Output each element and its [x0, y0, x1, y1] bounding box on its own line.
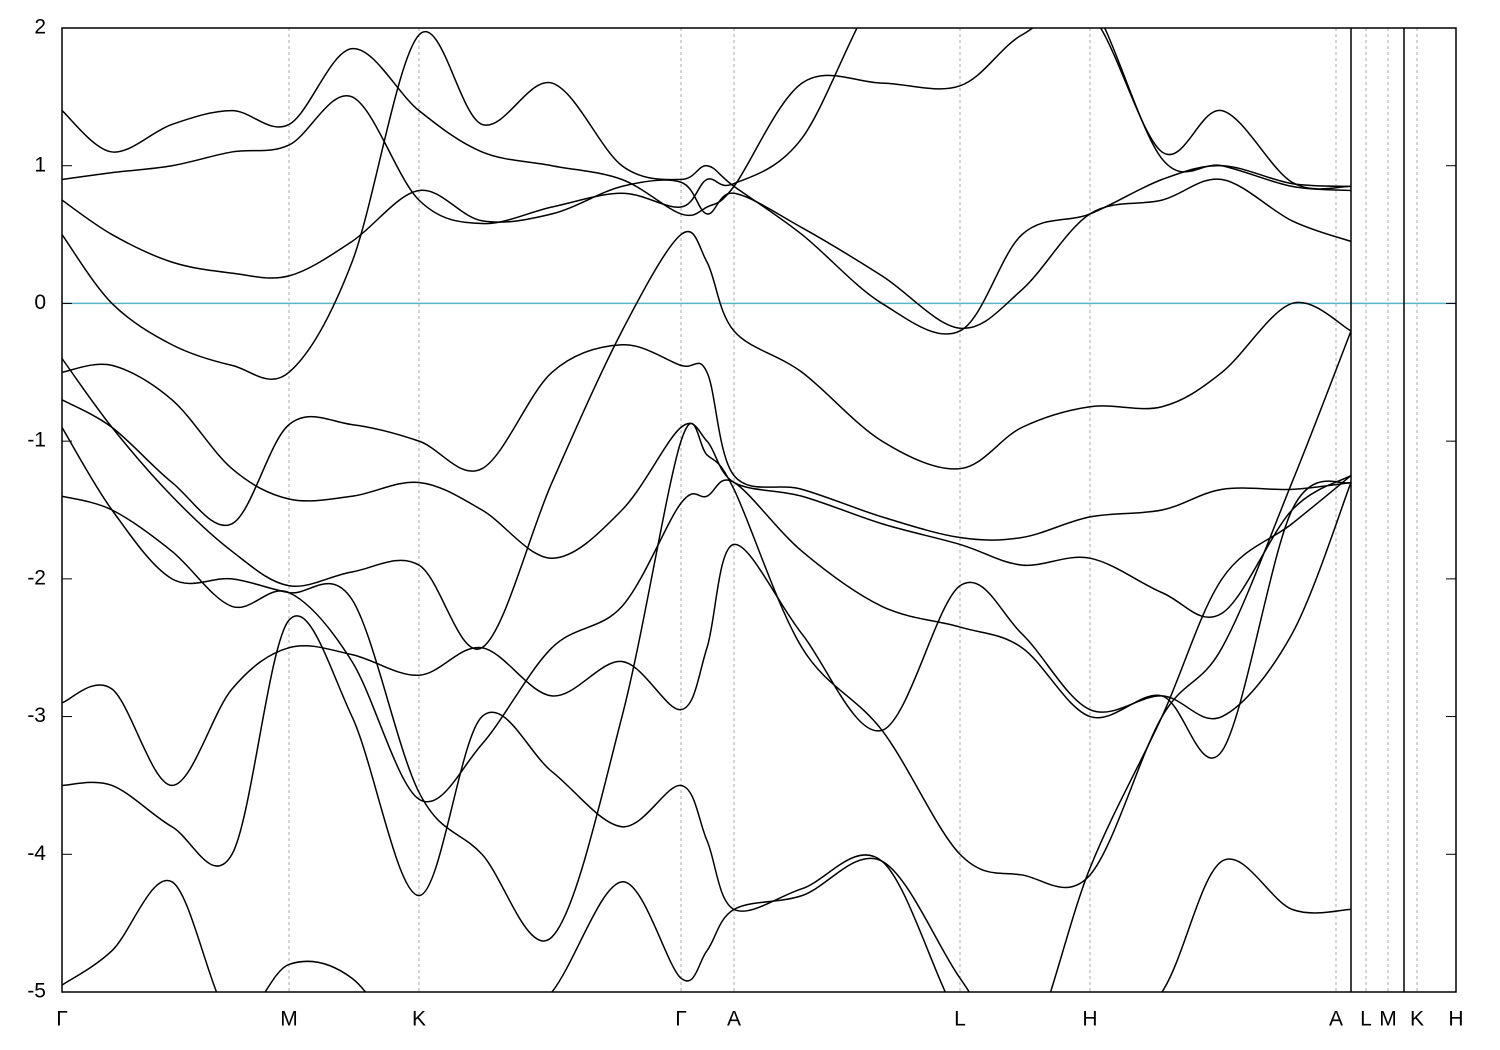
band — [62, 231, 1352, 650]
band — [62, 482, 1352, 787]
band — [62, 30, 1352, 380]
band — [62, 178, 1352, 329]
x-tick-label: M — [280, 1008, 298, 1031]
y-tick-label: -2 — [27, 566, 46, 589]
band — [62, 363, 1352, 619]
y-tick-label: -3 — [27, 704, 46, 727]
x-tick-label: L — [1360, 1008, 1372, 1031]
x-tick-label: M — [1379, 1008, 1397, 1031]
x-tick-label: K — [412, 1008, 426, 1031]
x-tick-label: Γ — [675, 1008, 687, 1031]
x-tick-label: Γ — [56, 1008, 68, 1031]
x-tick-label: K — [1410, 1008, 1424, 1031]
x-tick-label: A — [1329, 1008, 1343, 1031]
x-tick-label: H — [1448, 1008, 1463, 1031]
y-tick-label: -5 — [27, 980, 46, 1003]
y-tick-label: -4 — [27, 842, 46, 865]
plot-frame — [61, 27, 1457, 993]
band — [62, 479, 1352, 803]
y-tick-label: 0 — [34, 291, 46, 314]
y-tick-label: -1 — [27, 429, 46, 452]
x-tick-label: L — [954, 1008, 966, 1031]
x-tick-label: H — [1082, 1008, 1097, 1031]
band — [62, 474, 1352, 992]
y-tick-label: 1 — [34, 153, 46, 176]
band — [62, 28, 1352, 225]
band — [62, 343, 1352, 541]
band — [62, 857, 1352, 992]
x-tick-label: A — [727, 1008, 741, 1031]
band — [62, 330, 1352, 942]
bands — [62, 28, 1456, 992]
y-tick-label: 2 — [34, 16, 46, 39]
band — [62, 28, 1352, 217]
